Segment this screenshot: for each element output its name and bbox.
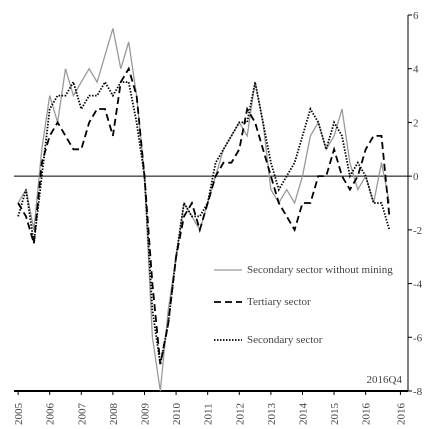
y-tick-label: -6 [413, 332, 423, 344]
x-tick-label: 2013 [266, 403, 278, 426]
x-tick-label: 2010 [171, 403, 183, 426]
x-tick-label: 2015 [329, 403, 341, 426]
x-tick-label: 2009 [139, 403, 151, 426]
legend-label: Tertiary sector [247, 296, 311, 308]
y-tick-label: 6 [413, 10, 419, 22]
annotation: 2016Q4 [367, 374, 403, 386]
x-tick-label: 2016 [361, 403, 373, 426]
x-tick-label: 2016 [395, 403, 407, 426]
legend-label: Secondary sector [247, 334, 323, 346]
y-tick-label: 4 [413, 64, 419, 76]
x-tick-label: 2007 [76, 403, 88, 426]
series-line [17, 79, 391, 365]
series-line [17, 66, 391, 365]
x-tick-label: 2006 [45, 403, 57, 426]
y-tick-label: -8 [413, 386, 423, 398]
y-tick-label: -2 [413, 225, 422, 237]
legend-label: Secondary sector without mining [247, 264, 393, 276]
x-tick-label: 2008 [108, 403, 120, 426]
y-tick-label: -4 [413, 279, 423, 291]
x-tick-label: 2011 [203, 403, 215, 425]
y-tick-label: 2 [413, 117, 419, 129]
y-tick-label: 0 [413, 171, 419, 183]
x-tick-label: 2012 [234, 403, 246, 425]
x-tick-label: 2005 [13, 403, 25, 426]
x-tick-label: 2014 [297, 403, 309, 426]
